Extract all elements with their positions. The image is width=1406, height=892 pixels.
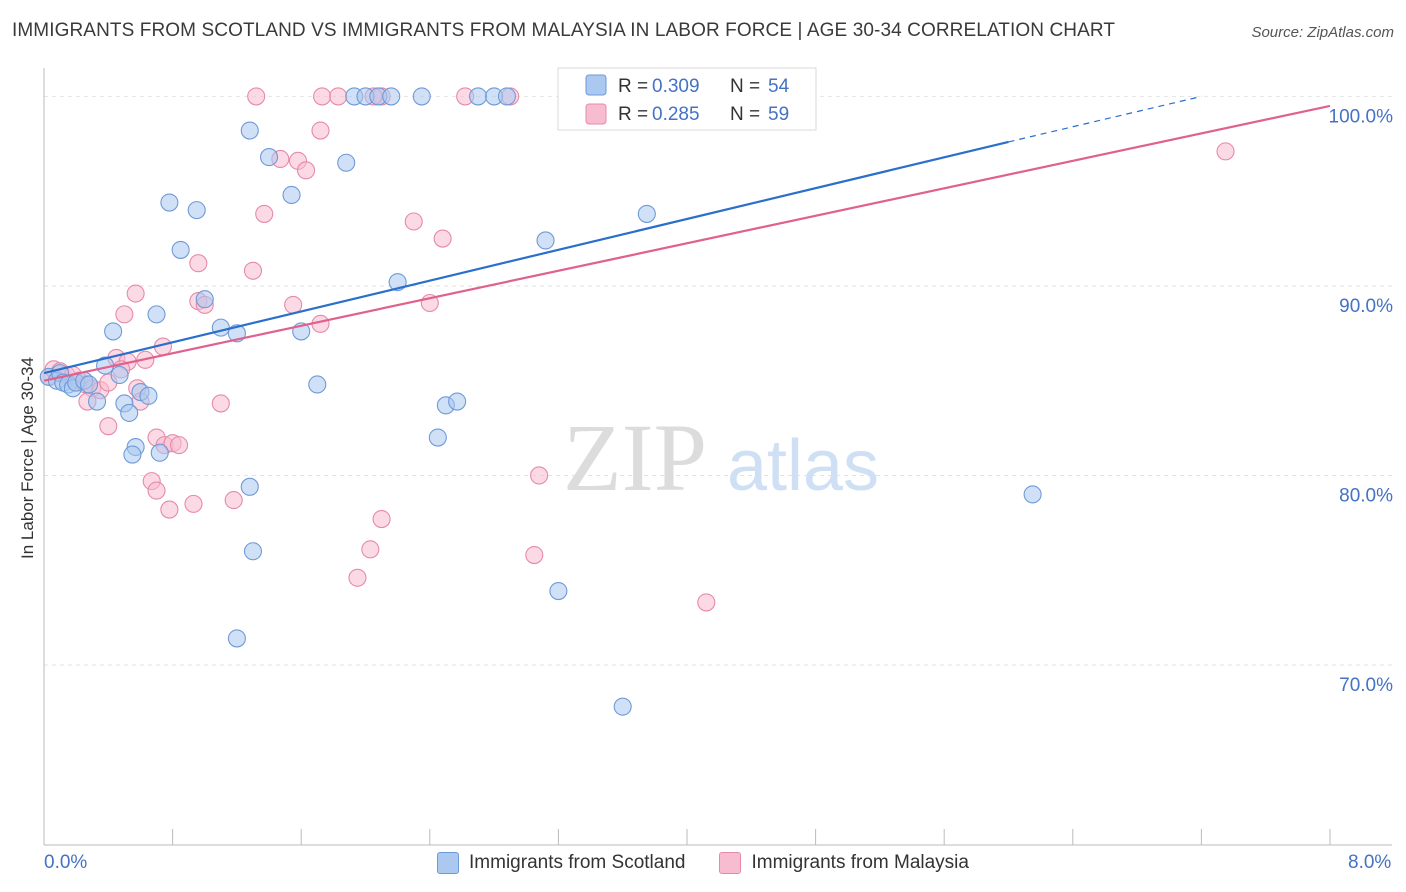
scotland-point-41 xyxy=(428,428,447,447)
axes xyxy=(43,68,1392,846)
legend-swatch-scotland xyxy=(585,74,607,96)
scotland-point-11 xyxy=(110,365,129,385)
malaysia-point-55 xyxy=(329,87,348,106)
scotland-point-22 xyxy=(187,201,206,220)
scotland-point-38 xyxy=(412,87,431,106)
scotland-point-53 xyxy=(549,582,568,601)
legend-n-label-malaysia: N = xyxy=(730,104,760,125)
trendline-scotland-extension xyxy=(1008,95,1202,143)
scotland-point-32 xyxy=(337,153,356,172)
scotland-point-52 xyxy=(227,629,246,648)
series-malaysia-points xyxy=(39,87,1235,612)
scotland-point-18 xyxy=(139,386,158,405)
series-legend: Immigrants from Scotland Immigrants from… xyxy=(0,852,1406,874)
scotland-point-16 xyxy=(150,443,169,462)
trendlines xyxy=(43,95,1331,382)
malaysia-point-21 xyxy=(169,436,189,455)
scotland-point-19 xyxy=(123,445,142,464)
malaysia-point-25 xyxy=(160,500,179,519)
malaysia-point-10 xyxy=(99,417,118,436)
scotland-point-9 xyxy=(87,392,107,411)
legend-swatch-scotland-bottom xyxy=(437,852,460,874)
scotland-point-40 xyxy=(448,392,467,411)
malaysia-point-53 xyxy=(247,87,266,106)
scotland-point-36 xyxy=(382,87,401,106)
series-scotland-points xyxy=(39,87,1042,716)
malaysia-point-31 xyxy=(224,491,243,510)
malaysia-point-54 xyxy=(313,87,332,106)
scotland-point-23 xyxy=(195,290,214,309)
legend-r-label-malaysia: R = xyxy=(618,104,648,125)
scotland-point-8 xyxy=(79,375,99,394)
y-tick-label-70: 70.0% xyxy=(1339,675,1393,696)
trendline-scotland xyxy=(43,140,1009,375)
malaysia-point-51 xyxy=(372,509,391,529)
y-tick-labels: 100.0% 90.0% 80.0% 70.0% xyxy=(1329,106,1394,696)
gridlines xyxy=(44,95,1392,666)
malaysia-point-49 xyxy=(348,568,367,587)
legend-item-malaysia[interactable]: Immigrants from Malaysia xyxy=(719,852,969,874)
malaysia-point-24 xyxy=(147,481,166,500)
scotland-point-55 xyxy=(240,477,259,496)
chart-title: IMMIGRANTS FROM SCOTLAND VS IMMIGRANTS F… xyxy=(12,20,1116,41)
malaysia-point-33 xyxy=(255,204,274,223)
malaysia-point-17 xyxy=(126,284,145,303)
malaysia-point-47 xyxy=(525,545,544,565)
scotland-point-54 xyxy=(613,697,632,716)
malaysia-point-42 xyxy=(404,212,423,231)
y-tick-label-100: 100.0% xyxy=(1329,106,1394,127)
malaysia-point-39 xyxy=(311,121,330,140)
scotland-point-51 xyxy=(243,542,263,561)
scotland-point-28 xyxy=(259,148,279,167)
malaysia-point-29 xyxy=(189,254,208,273)
legend-label-scotland: Immigrants from Scotland xyxy=(469,852,686,873)
scotland-point-42 xyxy=(468,87,488,106)
watermark-atlas: atlas xyxy=(727,426,879,506)
scotland-point-50 xyxy=(1023,485,1042,504)
legend-r-value-malaysia: 0.285 xyxy=(652,104,700,125)
scotland-point-46 xyxy=(637,204,656,223)
malaysia-point-37 xyxy=(296,161,316,180)
stats-legend: R = 0.309 N = 54 R = 0.285 N = 59 xyxy=(557,67,817,131)
watermark-zip: ZIP xyxy=(563,404,707,511)
legend-swatch-malaysia xyxy=(585,103,607,125)
y-tick-label-80: 80.0% xyxy=(1339,485,1393,506)
y-tick-label-90: 90.0% xyxy=(1339,296,1393,317)
malaysia-point-16 xyxy=(115,305,134,324)
watermark: ZIP atlas xyxy=(563,404,879,511)
scotland-point-45 xyxy=(536,231,555,250)
legend-n-label-scotland: N = xyxy=(730,76,760,97)
legend-r-label-scotland: R = xyxy=(618,76,648,97)
malaysia-point-50 xyxy=(361,540,380,559)
legend-item-scotland[interactable]: Immigrants from Scotland xyxy=(437,852,685,874)
scotland-point-13 xyxy=(120,403,139,422)
malaysia-point-52 xyxy=(697,593,716,612)
malaysia-point-30 xyxy=(211,394,230,413)
scotland-point-27 xyxy=(240,121,259,140)
x-tick-label-max: 8.0% xyxy=(1348,852,1392,873)
legend-n-value-malaysia: 59 xyxy=(768,104,789,125)
malaysia-point-48 xyxy=(530,466,549,485)
scotland-point-14 xyxy=(104,322,123,341)
scotland-point-20 xyxy=(147,305,166,324)
malaysia-point-56 xyxy=(1216,142,1235,161)
scotland-point-44 xyxy=(497,87,517,106)
legend-r-value-scotland: 0.309 xyxy=(652,76,700,97)
legend-swatch-malaysia-bottom xyxy=(719,852,742,874)
trendline-malaysia xyxy=(43,104,1331,382)
source-credit: Source: ZipAtlas.com xyxy=(1251,24,1394,41)
malaysia-point-44 xyxy=(433,229,452,248)
legend-n-value-scotland: 54 xyxy=(768,76,790,97)
scotland-point-31 xyxy=(308,375,327,394)
legend-label-malaysia: Immigrants from Malaysia xyxy=(751,852,969,873)
scotland-point-26 xyxy=(171,240,190,259)
malaysia-point-32 xyxy=(243,261,263,280)
x-tick-label-min: 0.0% xyxy=(44,852,88,873)
scotland-point-29 xyxy=(282,185,301,205)
malaysia-point-26 xyxy=(184,494,203,513)
scotland-point-21 xyxy=(160,193,179,212)
scotland-point-25 xyxy=(211,318,230,337)
